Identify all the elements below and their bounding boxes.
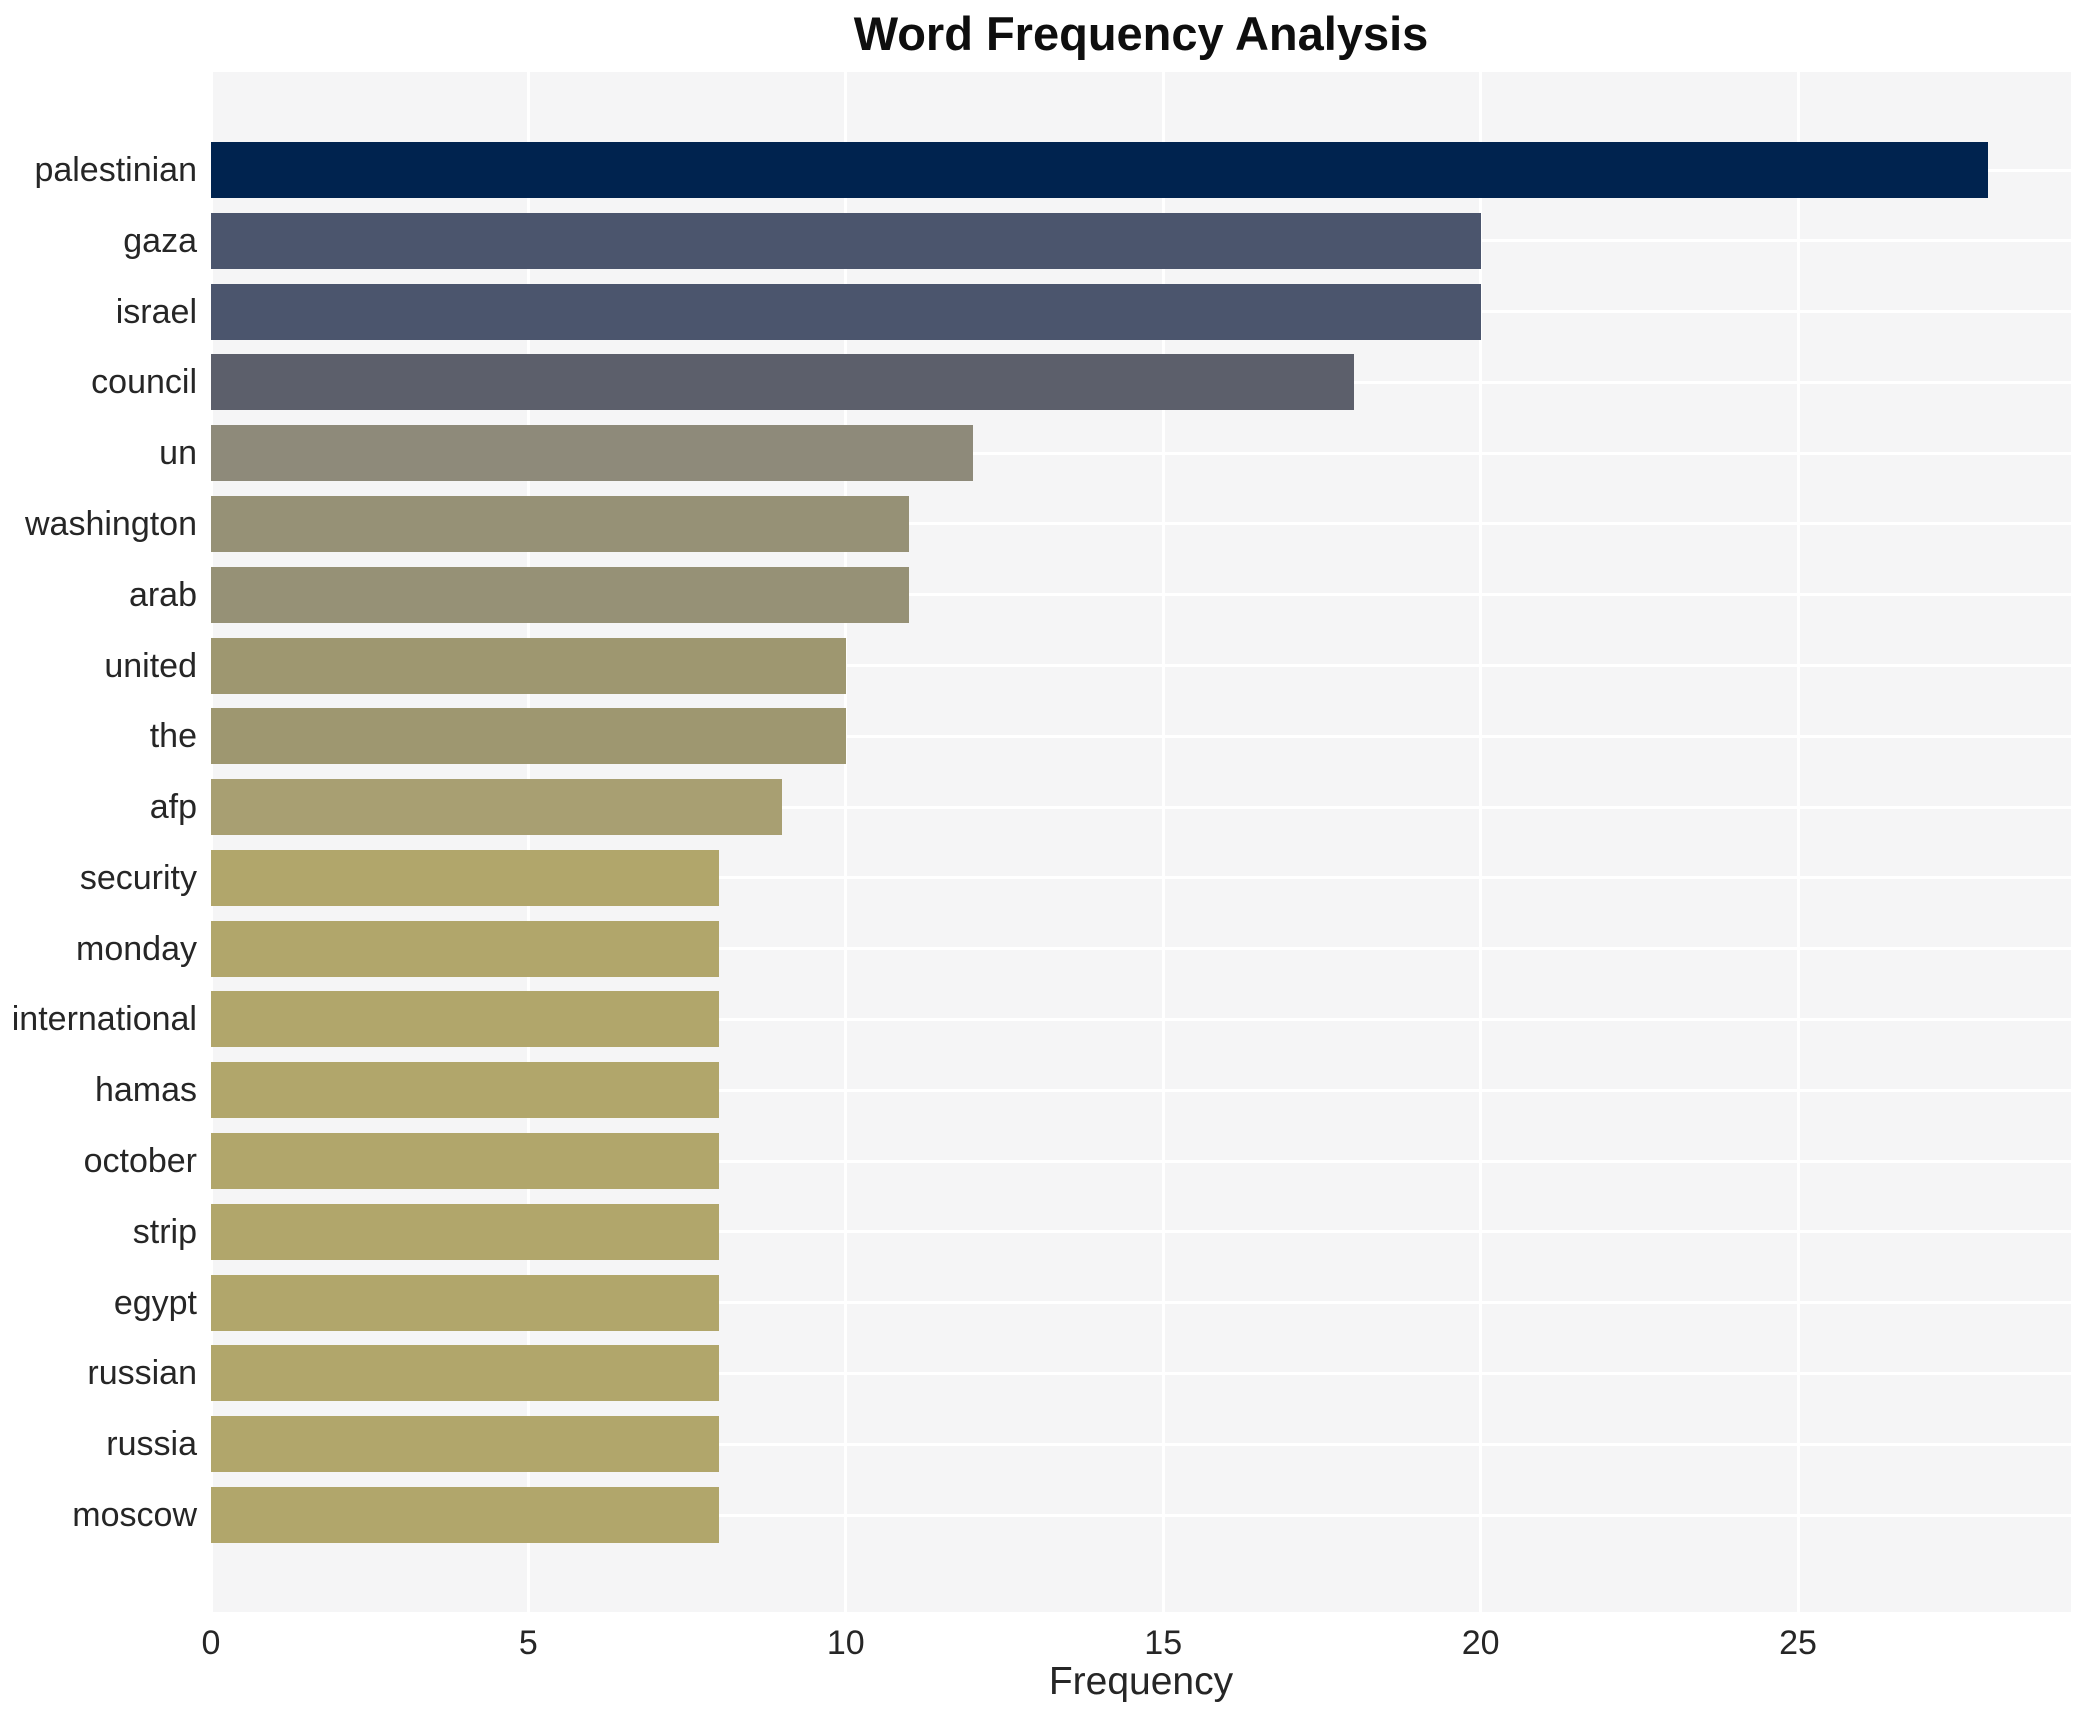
y-tick-label-washington: washington	[24, 504, 197, 543]
y-tick-label-strip: strip	[132, 1212, 197, 1251]
y-tick-label-arab: arab	[128, 575, 197, 614]
x-tick-label-0: 0	[201, 1624, 221, 1662]
horizontal-gridline	[211, 664, 2071, 668]
bar-security	[211, 849, 719, 906]
horizontal-gridline	[211, 734, 2071, 738]
bar-october	[211, 1133, 719, 1190]
horizontal-gridline	[211, 947, 2071, 951]
bar-un	[211, 425, 973, 482]
vertical-gridline-15	[1161, 72, 1165, 1612]
y-tick-label-russia: russia	[106, 1425, 197, 1464]
bar-strip	[211, 1203, 719, 1260]
x-tick-label-25: 25	[1779, 1624, 1817, 1662]
y-tick-label-monday: monday	[76, 929, 197, 968]
bar-international	[211, 991, 719, 1048]
vertical-gridline-0	[209, 72, 213, 1612]
y-tick-label-palestinian: palestinian	[34, 151, 197, 189]
y-tick-label-russian: russian	[87, 1354, 197, 1393]
horizontal-gridline	[211, 876, 2071, 880]
chart-title: Word Frequency Analysis	[853, 7, 1429, 60]
bar-monday	[211, 920, 719, 977]
bar-russian	[211, 1345, 719, 1402]
horizontal-gridline	[211, 1442, 2071, 1446]
x-tick-label-15: 15	[1144, 1624, 1183, 1662]
y-tick-label-israel: israel	[115, 292, 197, 331]
bar-palestinian	[211, 142, 1989, 198]
bar-russia	[211, 1416, 719, 1473]
vertical-gridline-20	[1479, 72, 1483, 1612]
plot-area	[209, 72, 2071, 1612]
horizontal-gridline	[211, 451, 2071, 455]
y-tick-label-united: united	[104, 646, 197, 685]
horizontal-gridline	[211, 1513, 2071, 1517]
bar-afp	[211, 779, 783, 836]
bar-gaza	[211, 212, 1481, 269]
horizontal-gridline	[211, 593, 2071, 597]
bar-council	[211, 354, 1354, 411]
bar-hamas	[211, 1062, 719, 1119]
horizontal-gridline	[211, 1017, 2071, 1021]
horizontal-gridline	[211, 1159, 2071, 1163]
bar-washington	[211, 495, 910, 552]
vertical-gridline-5	[526, 72, 530, 1612]
x-axis-label: Frequency	[1048, 1660, 1234, 1703]
vertical-gridline-25	[1796, 72, 1800, 1612]
horizontal-gridline	[211, 1301, 2071, 1305]
x-tick-label-10: 10	[826, 1624, 865, 1662]
bar-israel	[211, 283, 1481, 340]
horizontal-gridline	[211, 805, 2071, 809]
y-tick-label-council: council	[91, 363, 197, 402]
bar-moscow	[211, 1487, 719, 1543]
y-tick-label-hamas: hamas	[94, 1071, 197, 1110]
x-tick-label-20: 20	[1461, 1624, 1500, 1662]
bar-arab	[211, 566, 910, 623]
horizontal-gridline	[211, 522, 2071, 526]
vertical-gridline-10	[844, 72, 848, 1612]
horizontal-gridline	[211, 1230, 2071, 1234]
bar-egypt	[211, 1274, 719, 1331]
bar-united	[211, 637, 846, 694]
y-tick-label-egypt: egypt	[113, 1283, 197, 1322]
y-tick-label-october: october	[83, 1142, 197, 1181]
y-tick-label-moscow: moscow	[72, 1496, 197, 1534]
y-tick-label-gaza: gaza	[123, 221, 197, 260]
horizontal-gridline	[211, 1088, 2071, 1092]
y-tick-label-afp: afp	[149, 788, 197, 827]
bar-the	[211, 708, 846, 765]
y-tick-label-un: un	[159, 434, 197, 473]
y-tick-label-international: international	[11, 1000, 197, 1039]
horizontal-gridline	[211, 1371, 2071, 1375]
x-tick-label-5: 5	[518, 1624, 538, 1662]
y-tick-label-the: the	[149, 717, 197, 756]
y-tick-label-security: security	[79, 858, 197, 897]
